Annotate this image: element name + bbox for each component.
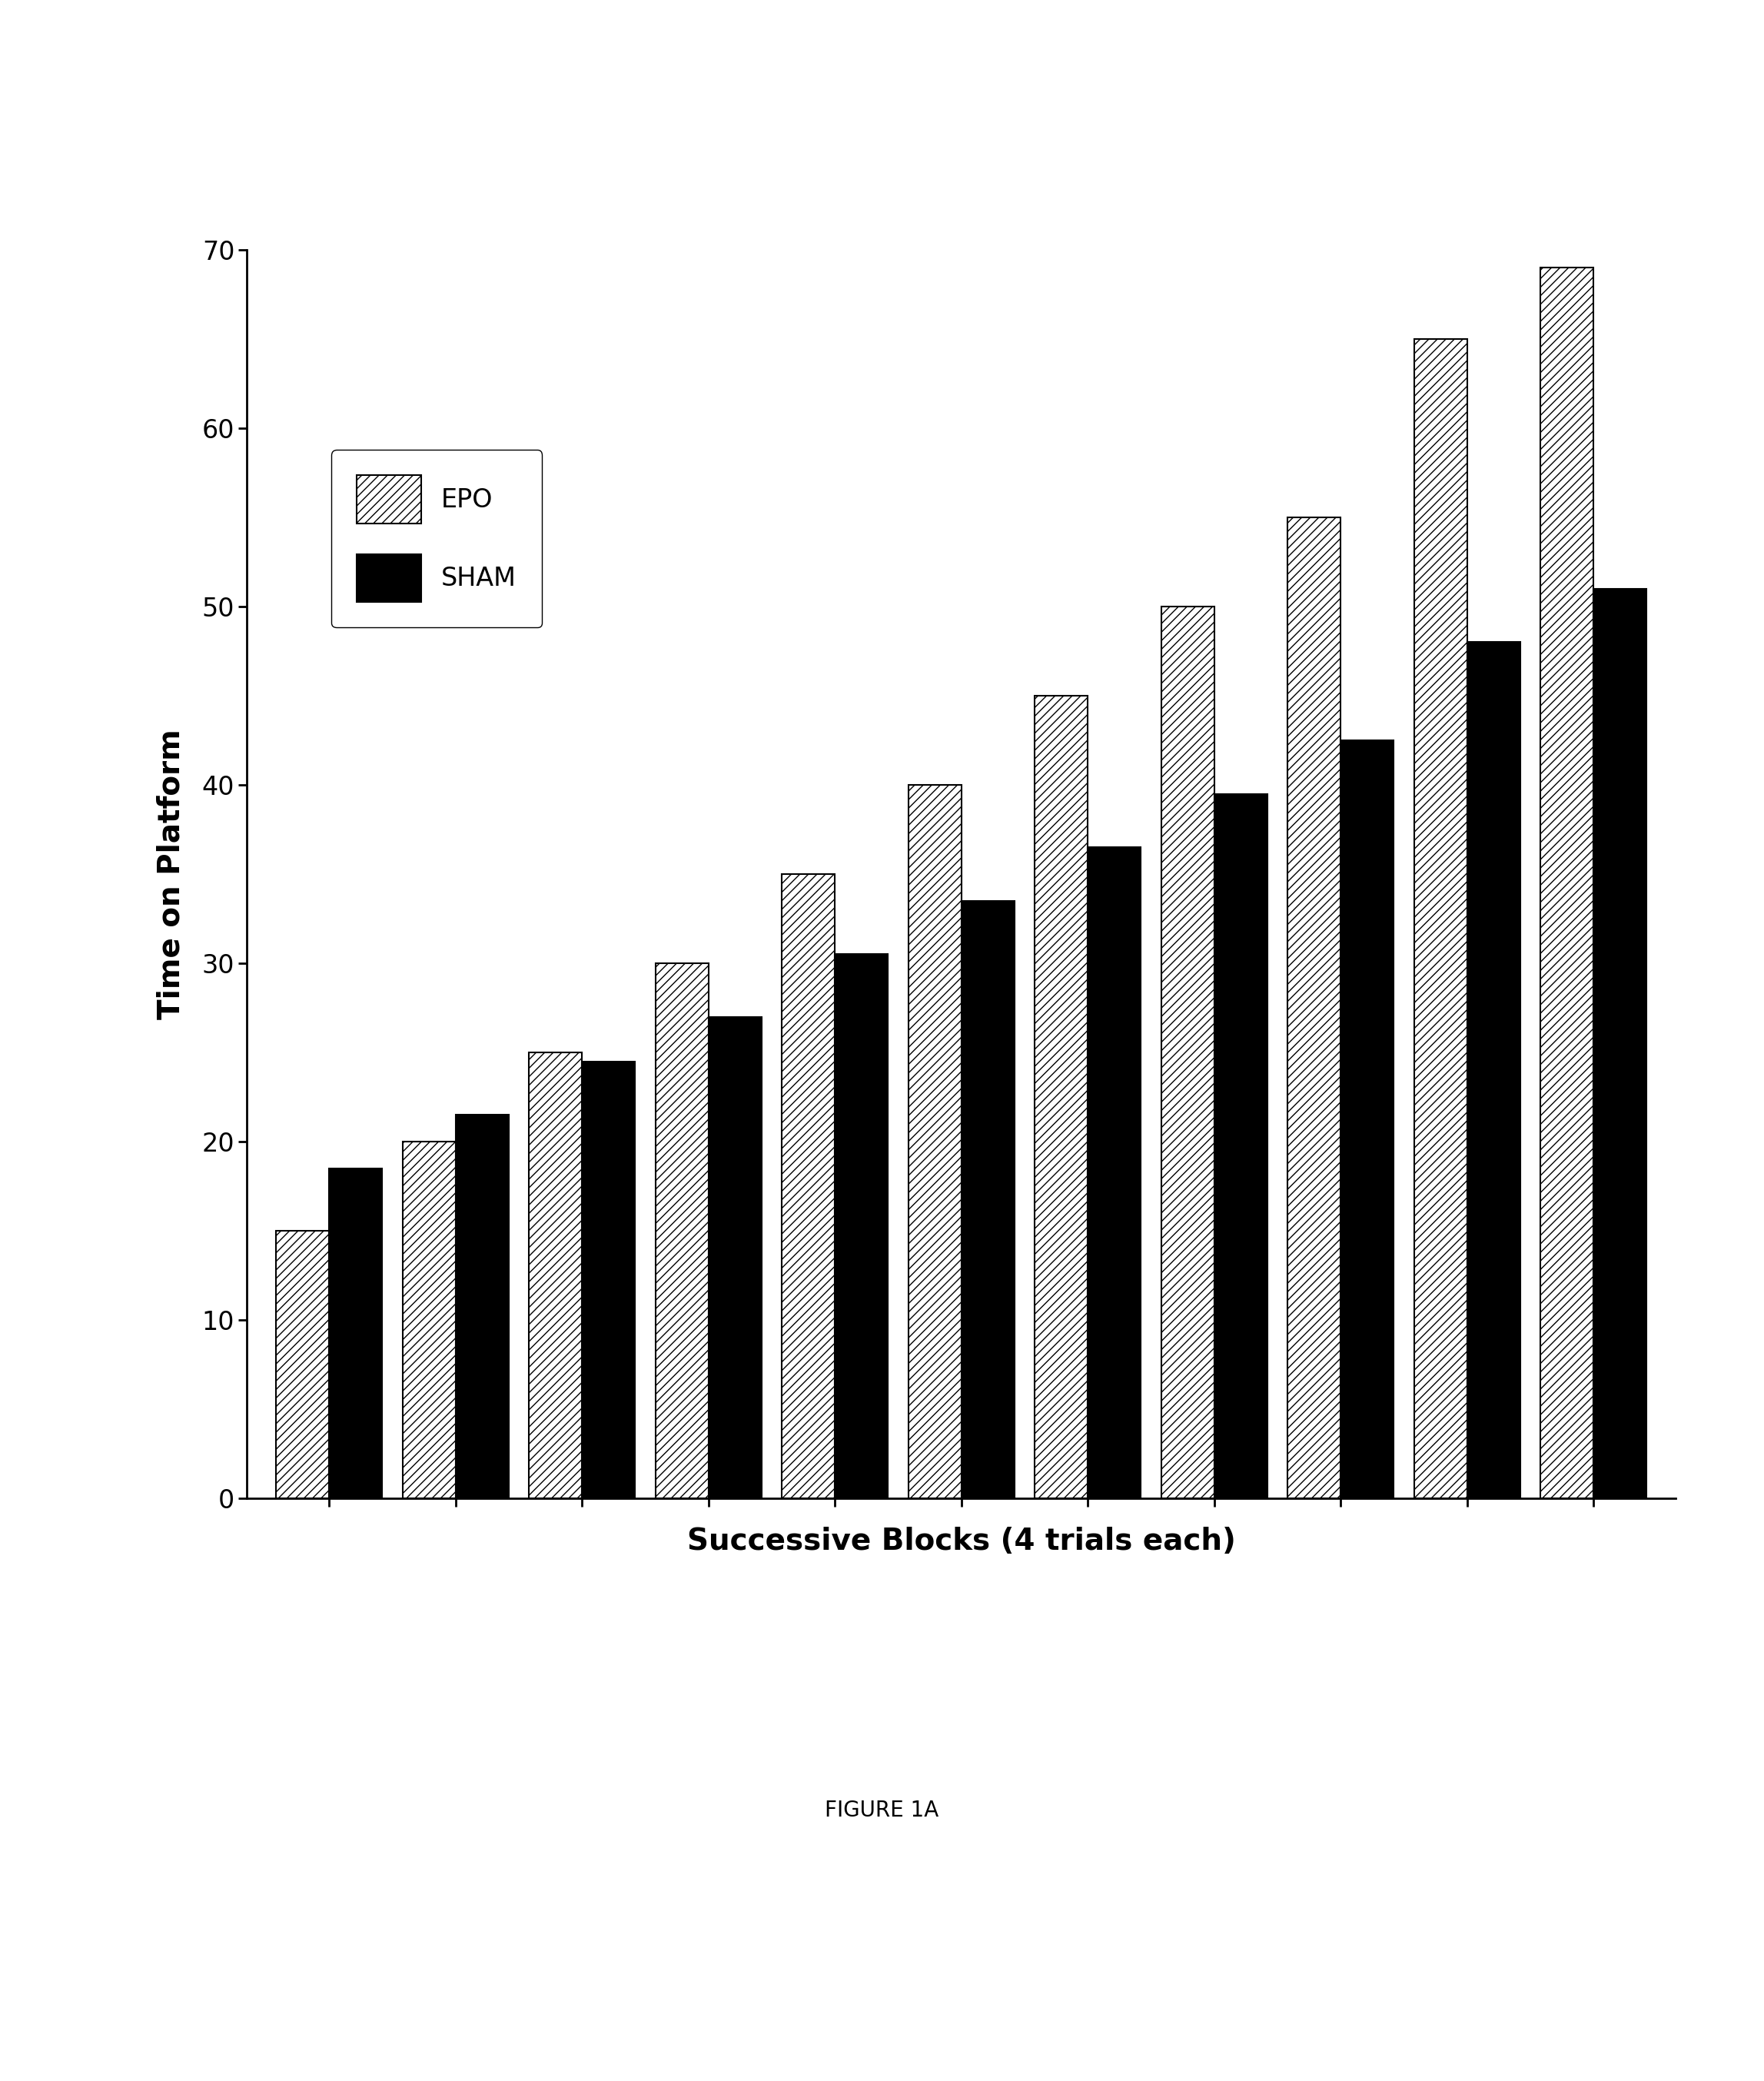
- Bar: [834, 955, 887, 1498]
- Bar: [1540, 268, 1593, 1498]
- Bar: [1593, 589, 1648, 1498]
- Bar: [656, 964, 709, 1498]
- Bar: [330, 1167, 383, 1498]
- Bar: [1468, 643, 1521, 1498]
- Text: FIGURE 1A: FIGURE 1A: [826, 1800, 938, 1821]
- Bar: [455, 1115, 508, 1498]
- Bar: [1415, 339, 1468, 1498]
- Bar: [1341, 741, 1394, 1498]
- Bar: [402, 1142, 455, 1498]
- Bar: [908, 785, 961, 1498]
- Legend: EPO, SHAM: EPO, SHAM: [332, 449, 542, 628]
- Y-axis label: Time on Platform: Time on Platform: [157, 728, 185, 1020]
- Bar: [582, 1061, 635, 1498]
- X-axis label: Successive Blocks (4 trials each): Successive Blocks (4 trials each): [686, 1527, 1237, 1557]
- Bar: [709, 1018, 762, 1498]
- Bar: [961, 901, 1014, 1498]
- Bar: [1088, 847, 1141, 1498]
- Bar: [275, 1230, 330, 1498]
- Bar: [781, 874, 834, 1498]
- Bar: [1035, 695, 1088, 1498]
- Bar: [529, 1053, 582, 1498]
- Bar: [1161, 606, 1214, 1498]
- Bar: [1214, 793, 1267, 1498]
- Bar: [1288, 518, 1341, 1498]
